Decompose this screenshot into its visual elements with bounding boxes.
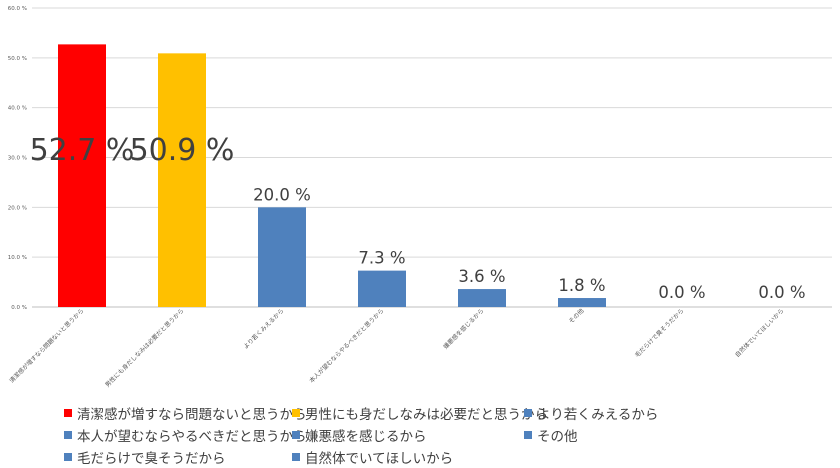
bar: [58, 44, 106, 308]
x-tick-label: 毛だらけで臭そうだから: [633, 307, 685, 359]
y-tick-label: 0.0 %: [11, 305, 27, 311]
x-tick-label: 自然体でいてほしいから: [733, 307, 785, 359]
legend-entry: 毛だらけで臭そうだから: [64, 447, 292, 467]
data-label: 52.7 %: [30, 133, 135, 168]
data-label: 0.0 %: [658, 283, 705, 302]
legend-row: 毛だらけで臭そうだから 自然体でいてほしいから: [64, 446, 804, 468]
legend-swatch: [292, 431, 300, 439]
legend-label: 嫌悪感を感じるから: [305, 429, 427, 445]
x-tick-label: より若くみえるから: [242, 307, 286, 351]
legend-entry: 清潔感が増すなら問題ないと思うから: [64, 403, 307, 423]
legend-label: より若くみえるから: [537, 407, 659, 423]
legend-swatch: [524, 431, 532, 439]
legend-swatch: [64, 431, 72, 439]
data-labels: 52.7 %50.9 % 20.0 % 7.3 % 3.6 % 1.8 % 0.0 % 0.…: [30, 133, 806, 302]
y-tick-label: 50.0 %: [8, 56, 27, 62]
legend-label: 男性にも身だしなみは必要だと思うから: [305, 407, 548, 423]
x-tick-label: 本人が望むならやるべきだと思うから: [308, 307, 386, 385]
x-tick-label: その他: [567, 307, 585, 325]
legend-row: 清潔感が増すなら問題ないと思うから 男性にも身だしなみは必要だと思うから より若くみ…: [64, 402, 804, 424]
legend-swatch: [64, 409, 72, 417]
bar: [258, 207, 306, 307]
legend-label: 清潔感が増すなら問題ないと思うから: [77, 407, 307, 423]
y-tick-label: 60.0 %: [8, 6, 27, 12]
bar: [458, 289, 506, 307]
y-tick-label: 30.0 %: [8, 156, 27, 162]
x-tick-label: 嫌悪感を感じるから: [442, 307, 486, 351]
legend-swatch: [524, 409, 532, 417]
x-axis-ticks: 清潔感が増すなら問題ないと思うから 男性にも身だしなみは必要だと思うから より若くみ…: [8, 307, 786, 389]
data-label: 7.3 %: [358, 249, 405, 268]
legend: 清潔感が増すなら問題ないと思うから 男性にも身だしなみは必要だと思うから より若くみ…: [64, 402, 804, 468]
legend-entry: 男性にも身だしなみは必要だと思うから: [292, 403, 548, 423]
bar: [158, 53, 206, 308]
bar: [358, 270, 406, 307]
legend-entry: より若くみえるから: [524, 403, 704, 423]
legend-label: 本人が望むならやるべきだと思うから: [77, 429, 307, 445]
x-tick-label: 清潔感が増すなら問題ないと思うから: [8, 307, 86, 385]
legend-entry: その他: [524, 425, 704, 445]
legend-entry: 本人が望むならやるべきだと思うから: [64, 425, 307, 445]
legend-row: 本人が望むならやるべきだと思うから 嫌悪感を感じるから その他: [64, 424, 804, 446]
legend-label: 自然体でいてほしいから: [305, 451, 454, 467]
legend-entry: 自然体でいてほしいから: [292, 447, 524, 467]
x-tick-label: 男性にも身だしなみは必要だと思うから: [103, 307, 185, 389]
legend-label: その他: [537, 429, 578, 445]
bars: [58, 44, 606, 308]
y-tick-label: 40.0 %: [8, 106, 27, 112]
legend-swatch: [292, 453, 300, 461]
data-label: 0.0 %: [758, 283, 805, 302]
bar: [558, 298, 606, 307]
data-label: 50.9 %: [130, 133, 235, 168]
legend-swatch: [292, 409, 300, 417]
data-label: 3.6 %: [458, 267, 505, 286]
legend-label: 毛だらけで臭そうだから: [77, 451, 226, 467]
y-axis-ticks: 0.0 % 10.0 % 20.0 % 30.0 % 40.0 % 50.0 % 60.0 …: [8, 6, 27, 311]
legend-swatch: [64, 453, 72, 461]
y-tick-label: 10.0 %: [8, 255, 27, 261]
data-label: 20.0 %: [253, 185, 311, 204]
data-label: 1.8 %: [558, 276, 605, 295]
y-tick-label: 20.0 %: [8, 205, 27, 211]
legend-entry: 嫌悪感を感じるから: [292, 425, 524, 445]
